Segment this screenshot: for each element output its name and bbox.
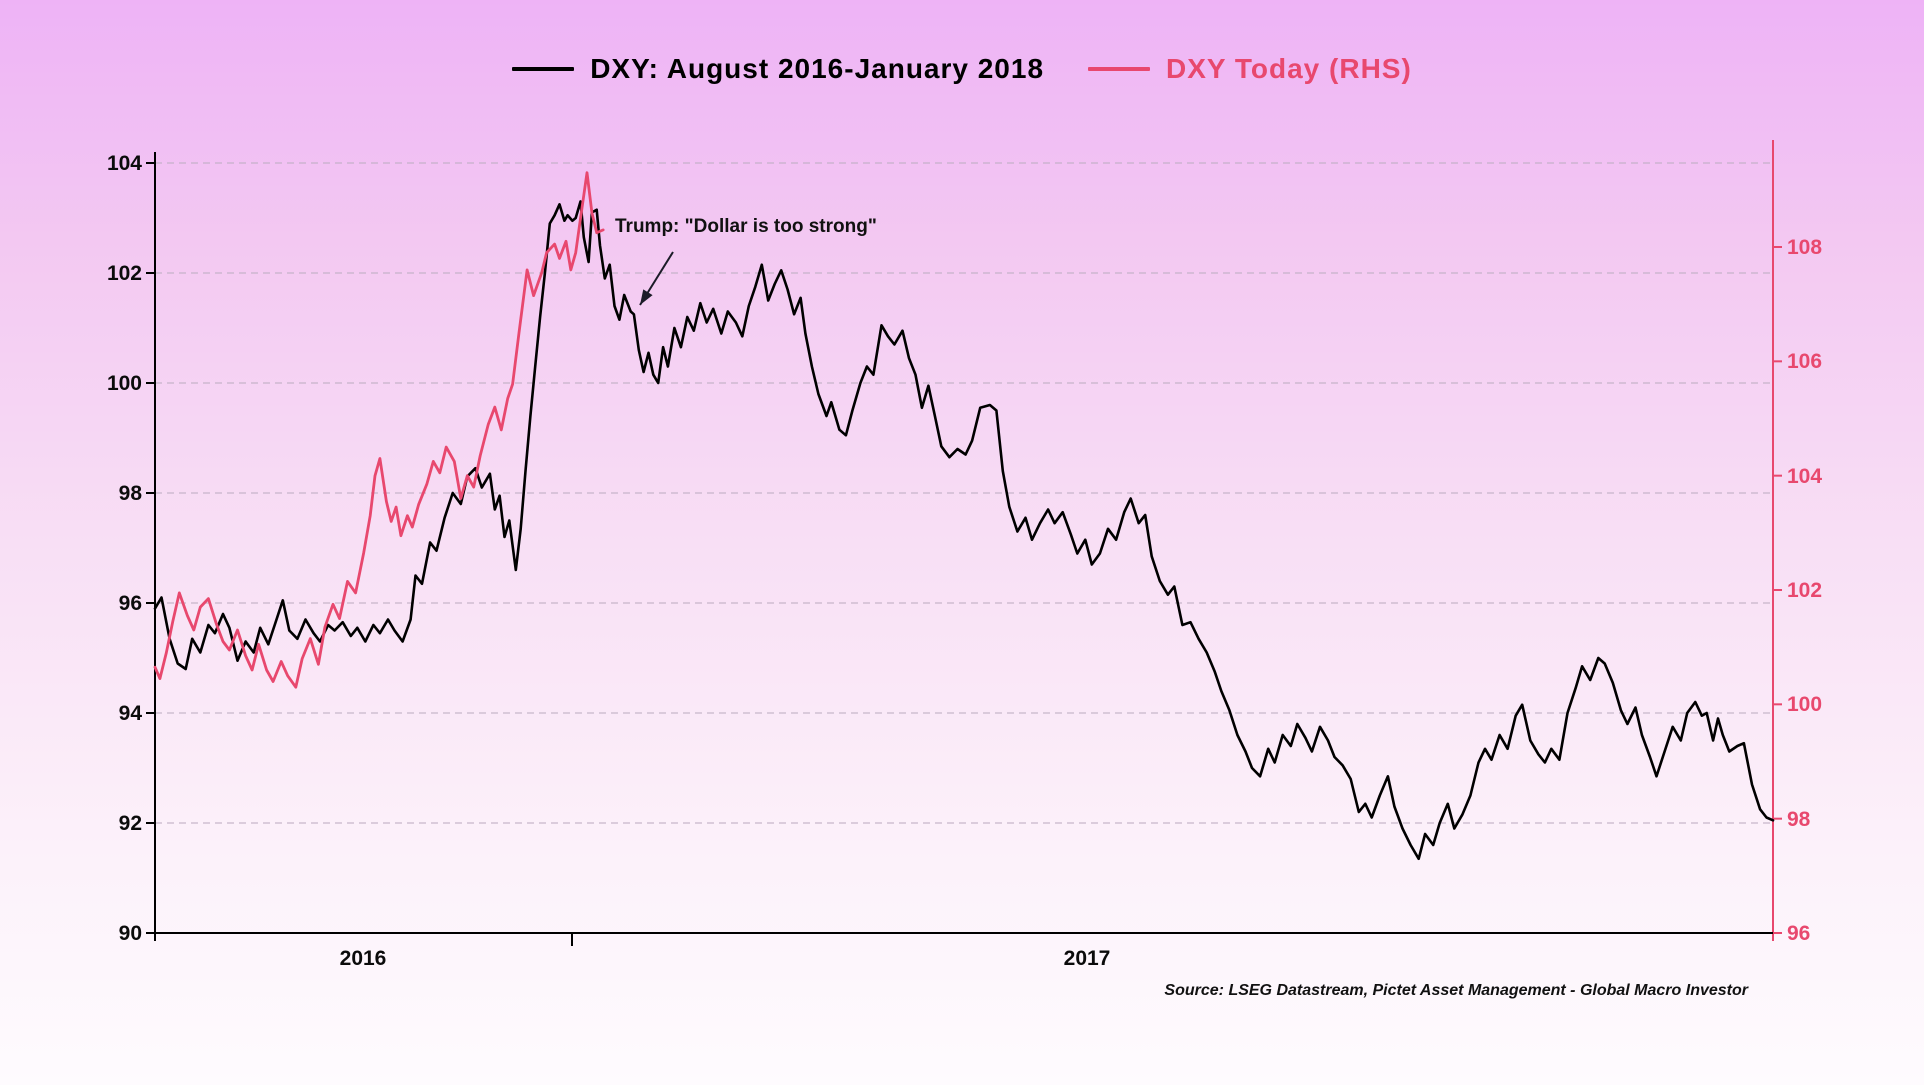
- series-line-1: [153, 171, 605, 689]
- annotation-arrowhead-icon: [640, 289, 653, 305]
- right-axis-label-98: 98: [1787, 807, 1811, 831]
- left-axis-label-90: 90: [118, 922, 142, 945]
- legend-label-dxy-2016-2018: DXY: August 2016-January 2018: [590, 53, 1045, 84]
- right-axis-label-100: 100: [1787, 693, 1823, 717]
- source-attribution: Source: LSEG Datastream, Pictet Asset Ma…: [1164, 982, 1748, 999]
- right-axis-label-102: 102: [1787, 579, 1823, 602]
- left-axis-label-102: 102: [106, 262, 142, 285]
- pink-line-swatch-icon: [1088, 67, 1151, 71]
- right-axis-label-104: 104: [1787, 464, 1823, 488]
- x-axis-label-2016: 2016: [339, 947, 387, 970]
- left-axis-label-92: 92: [118, 812, 142, 835]
- x-axis-label-2017: 2017: [1063, 947, 1111, 970]
- legend-item-dxy-2016-2018: DXY: August 2016-January 2018: [512, 53, 1044, 85]
- legend-label-dxy-today: DXY Today (RHS): [1166, 53, 1412, 84]
- series-line-0: [153, 200, 1775, 861]
- left-axis-label-94: 94: [118, 702, 142, 725]
- left-axis-label-98: 98: [118, 482, 142, 505]
- left-axis-label-100: 100: [106, 372, 142, 395]
- legend-item-dxy-today: DXY Today (RHS): [1088, 53, 1412, 85]
- right-axis-label-106: 106: [1787, 350, 1823, 374]
- black-line-swatch-icon: [512, 67, 575, 71]
- trump-annotation: Trump: "Dollar is too strong": [615, 216, 877, 237]
- right-axis-label-96: 96: [1787, 922, 1811, 945]
- chart-legend: DXY: August 2016-January 2018 DXY Today …: [0, 44, 1924, 94]
- left-axis-label-104: 104: [106, 152, 142, 175]
- right-axis-label-108: 108: [1787, 236, 1823, 259]
- left-axis-label-96: 96: [118, 592, 142, 615]
